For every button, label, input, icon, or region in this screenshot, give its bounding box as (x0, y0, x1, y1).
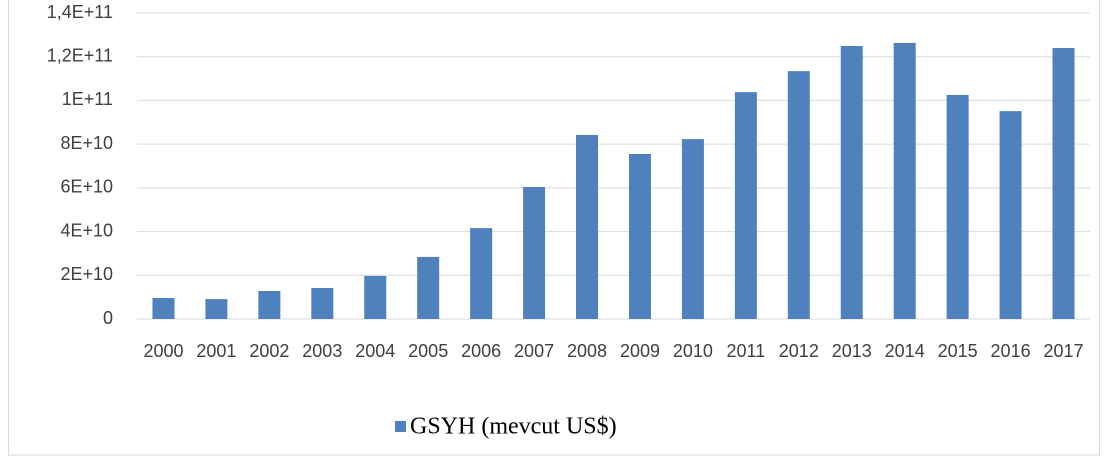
bar (893, 42, 916, 320)
bar (470, 228, 493, 319)
chart-frame (8, 0, 1100, 456)
y-tick-label: 1,2E+11 (47, 45, 113, 65)
x-tick-label: 2017 (1044, 341, 1084, 361)
legend-swatch (395, 421, 406, 432)
x-tick-label: 2000 (143, 341, 183, 361)
bar (576, 134, 599, 319)
y-tick-label: 2E+10 (60, 264, 113, 284)
bar (311, 287, 334, 319)
y-tick-label: 0 (103, 308, 113, 328)
x-tick-label: 2012 (779, 341, 819, 361)
x-tick-label: 2011 (727, 341, 766, 361)
bar (681, 139, 704, 319)
bar (999, 111, 1022, 319)
x-tick-label: 2007 (514, 341, 554, 361)
bar (258, 291, 281, 319)
x-tick-label: 2010 (673, 341, 713, 361)
y-tick-label: 6E+10 (60, 177, 113, 197)
y-tick-label: 4E+10 (60, 220, 113, 240)
y-tick-label: 8E+10 (60, 133, 113, 153)
y-tick-label: 1,4E+11 (47, 2, 113, 22)
bar (734, 92, 757, 319)
bar (787, 71, 810, 319)
x-tick-label: 2001 (196, 341, 236, 361)
x-tick-label: 2014 (885, 341, 925, 361)
x-tick-label: 2002 (249, 341, 289, 361)
x-tick-label: 2005 (408, 341, 448, 361)
x-tick-label: 2016 (991, 341, 1031, 361)
bar (1052, 47, 1075, 319)
bar (840, 46, 863, 320)
x-tick-label: 2008 (567, 341, 607, 361)
x-tick-label: 2006 (461, 341, 501, 361)
x-tick-label: 2015 (938, 341, 978, 361)
bar (628, 153, 651, 319)
x-tick-label: 2004 (355, 341, 395, 361)
legend-text: GSYH (mevcut US$) (410, 414, 617, 440)
x-tick-label: 2009 (620, 341, 660, 361)
bar (946, 94, 969, 319)
y-tick-label: 1E+11 (62, 89, 113, 109)
bar (152, 298, 175, 319)
x-tick-label: 2013 (832, 341, 872, 361)
bar (417, 256, 440, 319)
bar (205, 299, 228, 319)
bar (523, 186, 546, 319)
x-tick-label: 2003 (302, 341, 342, 361)
bar (364, 275, 387, 319)
